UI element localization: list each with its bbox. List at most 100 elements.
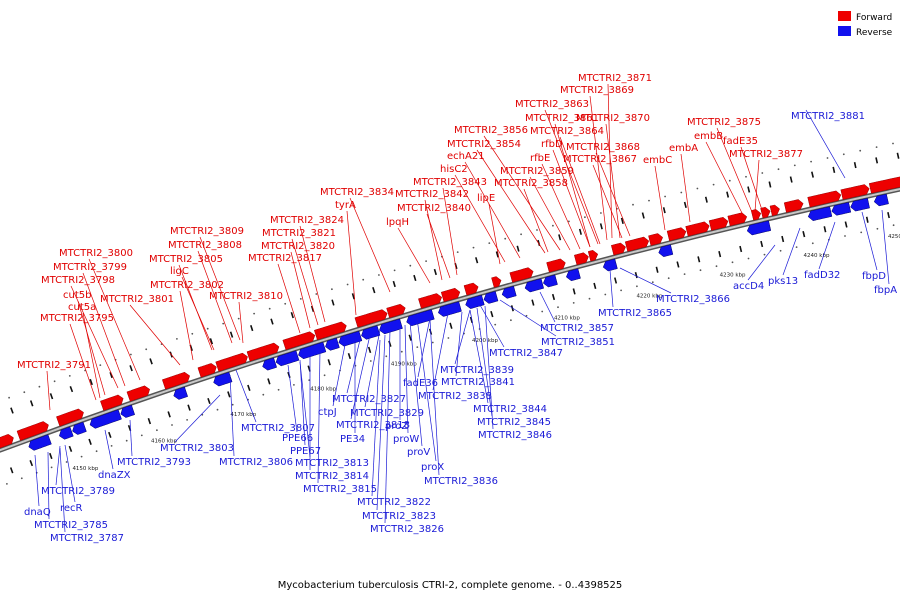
reverse-gene-label: MTCTRI2_3841 [441, 377, 515, 388]
tick-mark [593, 282, 597, 290]
forward-gene [386, 303, 406, 319]
forward-gene-label: MTCTRI2_3867 [563, 154, 637, 165]
forward-leader-line [552, 149, 591, 248]
guide-dot [393, 269, 396, 272]
guide-dot [315, 293, 318, 295]
tick-mark [109, 372, 113, 379]
reverse-gene-label: fbpD [862, 271, 886, 282]
reverse-gene-label: MTCTRI2_3827 [332, 394, 406, 405]
guide-dot [431, 341, 434, 344]
reverse-gene-label: MTCTRI2_3807 [241, 423, 315, 434]
reverse-gene [565, 268, 581, 282]
forward-gene-label: MTCTRI2_3799 [53, 262, 127, 273]
reverse-gene-label: MTCTRI2_3851 [541, 337, 615, 348]
forward-leader-line [129, 304, 181, 366]
reverse-leader-line [619, 267, 672, 294]
backbone-highlight [0, 188, 900, 452]
reverse-leader-line [782, 227, 801, 276]
forward-gene-label: MTCTRI2_3864 [530, 126, 604, 137]
tick-mark [781, 235, 785, 243]
reverse-gene-label: dnaZX [98, 470, 131, 481]
tick-mark [89, 378, 93, 386]
forward-gene-label: MTCTRI2_3802 [150, 280, 224, 291]
forward-leader-line [705, 141, 743, 214]
tick-mark [614, 277, 618, 284]
forward-gene [685, 221, 710, 237]
reverse-leader-line [364, 329, 381, 408]
guide-dot [222, 322, 225, 325]
guide-dot [826, 157, 829, 159]
forward-gene-label: lpqH [386, 217, 409, 228]
reverse-gene [501, 285, 517, 299]
reverse-leader-line [55, 445, 61, 486]
reverse-leader-line [346, 339, 361, 394]
guide-dot [667, 277, 670, 280]
forward-gene-label: MTCTRI2_3808 [168, 240, 242, 251]
tick-mark [811, 171, 814, 178]
forward-leader-line [397, 227, 431, 284]
reverse-leader-line [64, 444, 76, 503]
guide-dot [588, 297, 591, 300]
tick-mark [49, 452, 53, 460]
forward-leader-line [554, 123, 591, 248]
forward-leader-line [476, 149, 546, 254]
reverse-leader-line [429, 319, 440, 476]
forward-gene [750, 209, 762, 221]
tick-mark [229, 331, 234, 338]
reverse-gene-label: fadE36 [403, 378, 438, 389]
reverse-leader-line [235, 369, 257, 423]
reverse-gene-label: MTCTRI2_3785 [34, 520, 108, 531]
forward-leader-line [716, 127, 753, 213]
tick-mark [9, 467, 14, 474]
guide-dot [284, 302, 287, 305]
tick-label: 4150 kbp [72, 466, 98, 472]
guide-dot [369, 360, 372, 362]
tick-label: 4160 kbp [151, 439, 177, 445]
guide-dot [651, 281, 654, 284]
reverse-gene-label: proZ [385, 421, 408, 432]
reverse-gene [602, 258, 618, 272]
reverse-gene [213, 371, 233, 387]
map-caption: Mycobacterium tuberculosis CTRI-2, compl… [278, 580, 623, 591]
tick-mark [270, 318, 274, 325]
reverse-gene-label: MTCTRI2_3836 [424, 476, 498, 487]
forward-gene [197, 363, 217, 378]
tick-mark [347, 352, 352, 360]
forward-gene-label: embB [694, 131, 723, 142]
forward-gene-label: cut5a [68, 302, 96, 313]
tick-mark [469, 316, 473, 324]
forward-gene-label: MTCTRI2_3821 [262, 228, 336, 239]
legend-reverse-swatch [838, 26, 851, 36]
guide-dot [53, 380, 56, 383]
forward-gene [463, 282, 479, 296]
reverse-gene-label: MTCTRI2_3826 [370, 524, 444, 535]
forward-leader-line [589, 95, 608, 241]
guide-dot [761, 172, 764, 174]
tick-mark [147, 418, 152, 425]
forward-leader-line [199, 236, 241, 341]
reverse-gene [275, 350, 300, 367]
tick-mark [149, 358, 153, 365]
forward-gene-label: MTCTRI2_3858 [494, 178, 568, 189]
reverse-leader-line [371, 339, 381, 497]
reverse-gene-label: MTCTRI2_3857 [540, 323, 614, 334]
guide-dot [510, 319, 512, 322]
reverse-leader-line [409, 321, 423, 447]
forward-leader-line [426, 213, 451, 279]
guide-dot [68, 375, 71, 377]
tick-mark [108, 431, 112, 438]
guide-dot [447, 337, 450, 339]
forward-gene-label: MTCTRI2_3795 [40, 313, 114, 324]
reverse-gene-label: fadD32 [804, 270, 840, 281]
forward-gene [573, 252, 589, 266]
reverse-leader-line [417, 317, 431, 378]
reverse-gene [89, 409, 122, 429]
reverse-gene-label: MTCTRI2_3838 [418, 391, 492, 402]
tick-mark [209, 338, 214, 345]
reverse-gene [59, 426, 74, 440]
forward-gene [509, 267, 534, 283]
forward-leader-line [77, 300, 106, 396]
reverse-leader-line [317, 349, 321, 484]
guide-dot [620, 289, 622, 292]
guide-dot [262, 393, 265, 396]
